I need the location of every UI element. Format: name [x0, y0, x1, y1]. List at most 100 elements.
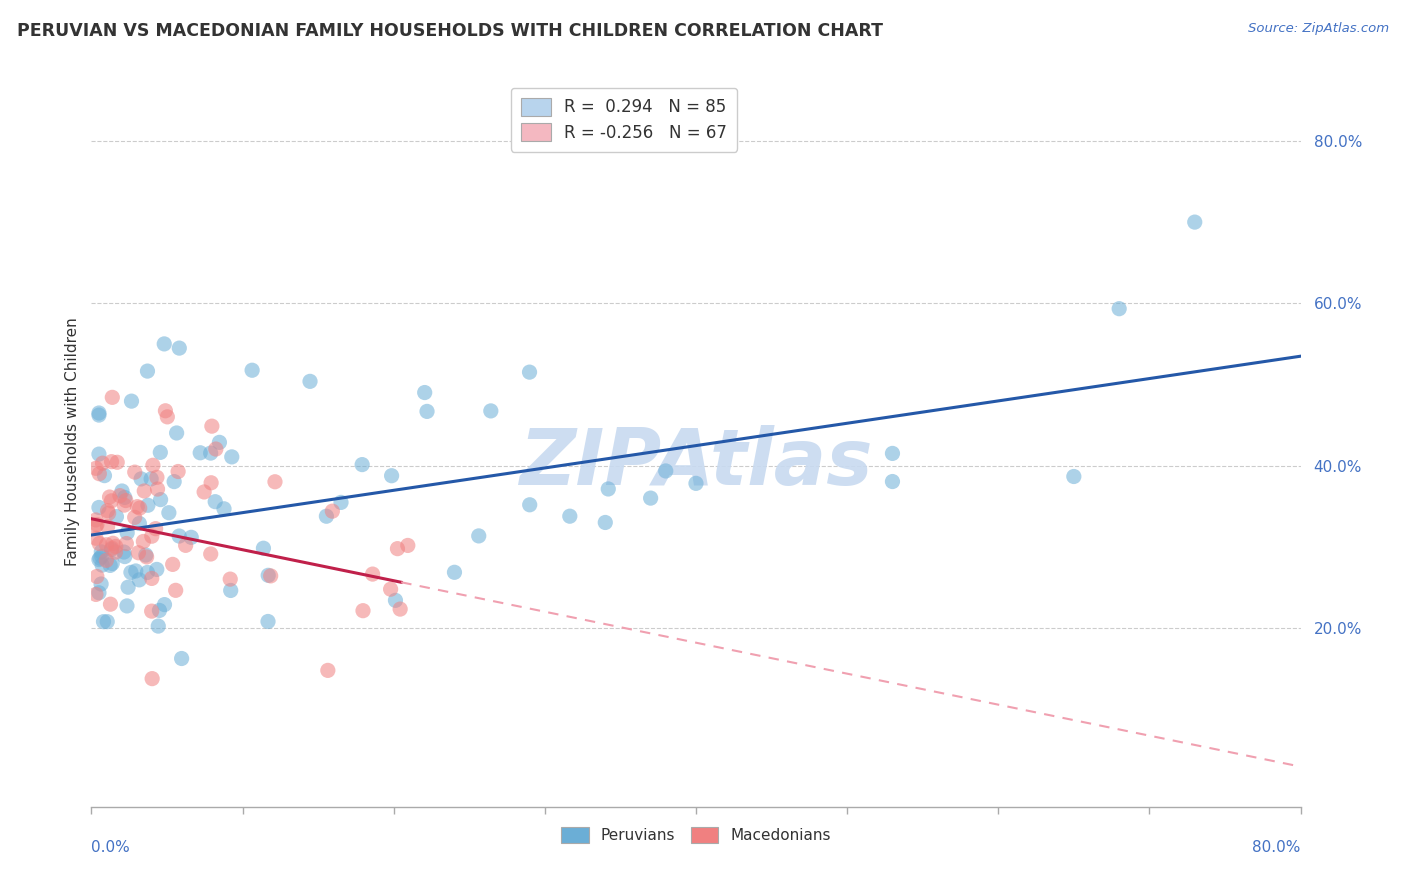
Point	[96, 553, 118, 567]
Point	[93, 468, 115, 483]
Point	[416, 404, 439, 418]
Point	[146, 470, 169, 484]
Point	[134, 483, 156, 498]
Point	[153, 337, 176, 351]
Point	[479, 404, 502, 418]
Point	[260, 569, 283, 583]
Point	[200, 547, 222, 561]
Point	[148, 603, 170, 617]
Point	[208, 435, 231, 450]
Point	[115, 536, 138, 550]
Point	[165, 583, 187, 598]
Point	[201, 419, 224, 434]
Point	[91, 456, 114, 470]
Point	[315, 509, 337, 524]
Point	[93, 615, 115, 629]
Point	[114, 549, 136, 564]
Point	[298, 375, 321, 389]
Point	[98, 558, 121, 573]
Point	[361, 567, 384, 582]
Point	[882, 475, 904, 489]
Point	[112, 545, 135, 559]
Point	[141, 529, 163, 543]
Point	[100, 493, 122, 508]
Point	[101, 541, 124, 556]
Point	[124, 510, 146, 524]
Point	[200, 446, 222, 460]
Point	[87, 586, 110, 600]
Point	[387, 541, 409, 556]
Point	[188, 446, 211, 460]
Point	[163, 475, 186, 489]
Point	[640, 491, 662, 505]
Point	[654, 464, 676, 478]
Point	[384, 593, 406, 607]
Point	[136, 566, 159, 580]
Point	[467, 529, 489, 543]
Point	[141, 604, 163, 618]
Point	[98, 490, 121, 504]
Point	[90, 549, 112, 564]
Point	[142, 458, 165, 473]
Point	[115, 525, 138, 540]
Point	[97, 519, 120, 533]
Point	[117, 580, 139, 594]
Legend: Peruvians, Macedonians: Peruvians, Macedonians	[554, 819, 838, 851]
Point	[128, 573, 150, 587]
Point	[204, 494, 226, 508]
Point	[240, 363, 263, 377]
Point	[89, 551, 111, 566]
Point	[89, 536, 111, 550]
Point	[166, 425, 188, 440]
Text: Source: ZipAtlas.com: Source: ZipAtlas.com	[1249, 22, 1389, 36]
Point	[84, 587, 107, 601]
Point	[162, 558, 184, 572]
Point	[112, 498, 135, 512]
Point	[200, 475, 222, 490]
Point	[212, 501, 235, 516]
Point	[321, 504, 343, 518]
Y-axis label: Family Households with Children: Family Households with Children	[65, 318, 80, 566]
Point	[519, 365, 541, 379]
Point	[84, 519, 107, 533]
Point	[146, 562, 169, 576]
Point	[381, 468, 404, 483]
Point	[141, 571, 163, 585]
Point	[101, 536, 124, 550]
Point	[1184, 215, 1206, 229]
Point	[87, 447, 110, 461]
Point	[252, 541, 274, 556]
Point	[174, 538, 197, 552]
Point	[149, 445, 172, 459]
Point	[105, 455, 128, 469]
Point	[316, 664, 339, 678]
Point	[221, 450, 243, 464]
Point	[157, 506, 180, 520]
Point	[519, 498, 541, 512]
Point	[219, 583, 242, 598]
Point	[389, 602, 412, 616]
Text: ZIPAtlas: ZIPAtlas	[519, 425, 873, 501]
Point	[121, 394, 143, 409]
Point	[125, 564, 148, 578]
Point	[87, 408, 110, 422]
Point	[87, 552, 110, 566]
Point	[89, 467, 111, 481]
Point	[128, 516, 150, 531]
Point	[128, 501, 150, 516]
Point	[124, 465, 146, 479]
Text: 0.0%: 0.0%	[91, 840, 131, 855]
Text: PERUVIAN VS MACEDONIAN FAMILY HOUSEHOLDS WITH CHILDREN CORRELATION CHART: PERUVIAN VS MACEDONIAN FAMILY HOUSEHOLDS…	[17, 22, 883, 40]
Point	[114, 493, 136, 508]
Point	[96, 504, 118, 518]
Point	[169, 341, 191, 355]
Point	[146, 482, 169, 496]
Point	[264, 475, 287, 489]
Point	[114, 491, 136, 505]
Point	[120, 566, 142, 580]
Point	[352, 458, 374, 472]
Text: 80.0%: 80.0%	[1253, 840, 1301, 855]
Point	[882, 446, 904, 460]
Point	[170, 651, 193, 665]
Point	[148, 619, 170, 633]
